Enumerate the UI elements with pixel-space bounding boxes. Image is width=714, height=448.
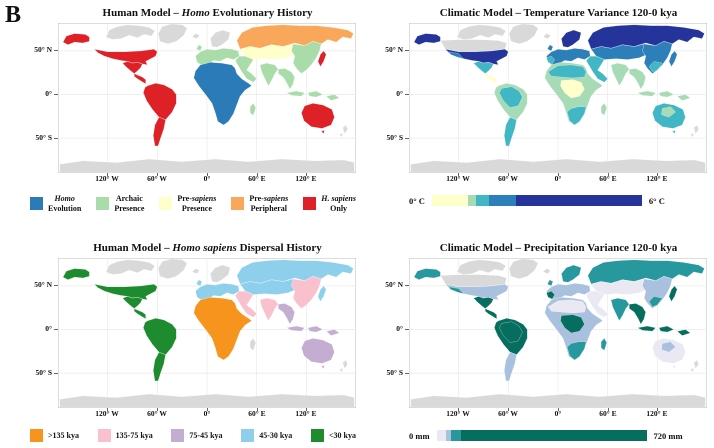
legend-item: 45-30 kya xyxy=(241,429,292,442)
legend-label: H. sapiens Only xyxy=(321,194,356,213)
y-tick-label: 50° N xyxy=(385,280,403,289)
x-tick-label: 60° E xyxy=(599,409,617,418)
precipitation-colorbar xyxy=(436,430,647,441)
legend-label: <30 kya xyxy=(328,430,356,440)
panel-precipitation-variance: Climatic Model – Precipitation Variance … xyxy=(363,238,714,448)
y-tick-label: 0° xyxy=(45,324,52,333)
legend-swatch-lt30 xyxy=(310,429,324,442)
map-area: 50° N 0° 50° S xyxy=(385,23,707,176)
y-tick-label: 50° N xyxy=(34,280,52,289)
map-area: 50° N 0° 50° S xyxy=(34,23,356,176)
x-axis: 120° W 60° W 0° 60° E 120° E xyxy=(58,173,356,186)
legend-evolution: Homo Evolution Archaic Presence Pre-sapien… xyxy=(30,194,356,213)
x-tick-label: 60° E xyxy=(599,174,617,183)
legend-item: 135-75 kya xyxy=(97,429,153,442)
panel-grid: Human Model – Homo Evolutionary History … xyxy=(12,0,714,448)
x-tick-label: 120° W xyxy=(446,174,470,183)
x-tick-label: 120° W xyxy=(95,174,119,183)
legend-item: 75-45 kya xyxy=(171,429,223,442)
legend-swatch-45-30 xyxy=(241,429,255,442)
legend-swatch-archaic xyxy=(96,197,110,211)
figure-label: B xyxy=(5,2,22,28)
x-tick-label: 120° E xyxy=(295,409,317,418)
legend-item: <30 kya xyxy=(310,429,356,442)
panel-evolutionary-history: Human Model – Homo Evolutionary History … xyxy=(12,0,363,238)
x-tick-label: 120° W xyxy=(446,409,470,418)
panel-temperature-variance: Climatic Model – Temperature Variance 12… xyxy=(363,0,714,238)
y-tick-label: 50° S xyxy=(386,368,403,377)
legend-precipitation-colorbar: 0 mm 720 mm xyxy=(409,430,714,441)
y-tick-label: 50° S xyxy=(386,133,403,142)
x-axis: 120° W 60° W 0° 60° E 120° E xyxy=(409,173,707,186)
x-tick-label: 120° W xyxy=(95,409,119,418)
y-tick-label: 0° xyxy=(45,89,52,98)
x-tick-label: 60° W xyxy=(498,409,518,418)
legend-swatch-presapiens-peripheral xyxy=(231,197,245,211)
legend-label: 45-30 kya xyxy=(259,430,293,440)
world-map-temperature xyxy=(409,23,707,173)
colorbar-min-label: 0° C xyxy=(409,195,425,206)
legend-item: Pre-sapiens Peripheral xyxy=(231,194,288,213)
world-map-dispersal xyxy=(58,258,356,408)
panel-title: Climatic Model – Precipitation Variance … xyxy=(439,242,678,254)
legend-swatch-gt135 xyxy=(30,429,43,442)
legend-swatch-homo-evolution xyxy=(30,197,43,211)
panel-dispersal-history: Human Model – Homo sapiens Dispersal His… xyxy=(12,238,363,448)
x-tick-label: 60° E xyxy=(248,174,266,183)
legend-label: 75-45 kya xyxy=(189,430,223,440)
y-tick-label: 50° N xyxy=(34,45,52,54)
legend-temperature-colorbar: 0° C 6° C xyxy=(409,195,714,206)
legend-swatch-135-75 xyxy=(97,429,111,442)
x-tick-label: 120° E xyxy=(646,409,668,418)
panel-title: Human Model – Homo Evolutionary History xyxy=(102,7,313,19)
y-tick-label: 50° S xyxy=(35,133,52,142)
x-tick-label: 0° xyxy=(554,174,562,183)
x-tick-label: 0° xyxy=(554,409,562,418)
legend-label: Pre-sapiens Presence xyxy=(177,194,217,213)
legend-item: >135 kya xyxy=(30,429,79,442)
legend-label: >135 kya xyxy=(48,430,80,440)
panel-title: Climatic Model – Temperature Variance 12… xyxy=(439,7,678,19)
y-tick-label: 50° S xyxy=(35,368,52,377)
x-axis: 120° W 60° W 0° 60° E 120° E xyxy=(409,408,707,421)
legend-swatch-hsapiens-only xyxy=(303,197,317,211)
legend-label: Homo Evolution xyxy=(48,194,82,213)
colorbar-min-label: 0 mm xyxy=(409,430,430,441)
legend-swatch-75-45 xyxy=(171,429,185,442)
x-tick-label: 60° E xyxy=(248,409,266,418)
y-tick-label: 0° xyxy=(396,89,403,98)
colorbar-max-label: 720 mm xyxy=(653,430,683,441)
legend-label: 135-75 kya xyxy=(115,430,153,440)
x-tick-label: 120° E xyxy=(295,174,317,183)
legend-item: Pre-sapiens Presence xyxy=(159,194,216,213)
x-tick-label: 0° xyxy=(203,174,211,183)
temperature-colorbar xyxy=(431,195,642,206)
legend-label: Archaic Presence xyxy=(114,194,145,213)
legend-item: H. sapiens Only xyxy=(303,194,356,213)
panel-title: Human Model – Homo sapiens Dispersal His… xyxy=(93,242,322,254)
y-tick-label: 0° xyxy=(396,324,403,333)
legend-item: Archaic Presence xyxy=(96,194,144,213)
x-tick-label: 60° W xyxy=(147,174,167,183)
map-area: 50° N 0° 50° S xyxy=(385,258,707,411)
y-tick-label: 50° N xyxy=(385,45,403,54)
world-map-precipitation xyxy=(409,258,707,408)
x-tick-label: 120° E xyxy=(646,174,668,183)
legend-label: Pre-sapiens Peripheral xyxy=(249,194,289,213)
legend-item: Homo Evolution xyxy=(30,194,81,213)
legend-dispersal: >135 kya 135-75 kya 75-45 kya 45-30 kya … xyxy=(30,429,356,442)
x-tick-label: 60° W xyxy=(498,174,518,183)
world-map-evolution xyxy=(58,23,356,173)
x-tick-label: 0° xyxy=(203,409,211,418)
legend-swatch-presapiens-presence xyxy=(159,197,173,211)
colorbar-max-label: 6° C xyxy=(648,195,665,206)
map-area: 50° N 0° 50° S xyxy=(34,258,356,411)
x-axis: 120° W 60° W 0° 60° E 120° E xyxy=(58,408,356,421)
x-tick-label: 60° W xyxy=(147,409,167,418)
